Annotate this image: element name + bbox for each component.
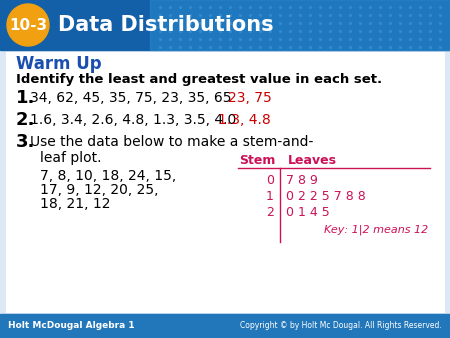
Text: 10-3: 10-3 bbox=[9, 18, 47, 32]
Text: 0: 0 bbox=[266, 173, 274, 187]
Bar bbox=[150, 0, 450, 50]
Text: 18, 21, 12: 18, 21, 12 bbox=[40, 197, 111, 211]
Text: 7, 8, 10, 18, 24, 15,: 7, 8, 10, 18, 24, 15, bbox=[40, 169, 176, 183]
Circle shape bbox=[7, 4, 49, 46]
Text: 1.: 1. bbox=[16, 89, 36, 107]
Text: Use the data below to make a stem-and-: Use the data below to make a stem-and- bbox=[30, 135, 313, 149]
Text: 34, 62, 45, 35, 75, 23, 35, 65: 34, 62, 45, 35, 75, 23, 35, 65 bbox=[30, 91, 231, 105]
Bar bbox=[0, 314, 450, 338]
Text: 23, 75: 23, 75 bbox=[228, 91, 272, 105]
Text: 0 1 4 5: 0 1 4 5 bbox=[286, 206, 330, 218]
Text: 17, 9, 12, 20, 25,: 17, 9, 12, 20, 25, bbox=[40, 183, 158, 197]
Text: Holt McDougal Algebra 1: Holt McDougal Algebra 1 bbox=[8, 321, 135, 331]
Text: 1: 1 bbox=[266, 190, 274, 202]
Text: Warm Up: Warm Up bbox=[16, 55, 102, 73]
Text: 1.6, 3.4, 2.6, 4.8, 1.3, 3.5, 4.0: 1.6, 3.4, 2.6, 4.8, 1.3, 3.5, 4.0 bbox=[30, 113, 236, 127]
Text: 0 2 2 5 7 8 8: 0 2 2 5 7 8 8 bbox=[286, 190, 366, 202]
Text: Data Distributions: Data Distributions bbox=[58, 15, 274, 35]
Bar bbox=[6, 52, 444, 312]
Text: 2: 2 bbox=[266, 206, 274, 218]
Text: Identify the least and greatest value in each set.: Identify the least and greatest value in… bbox=[16, 73, 382, 87]
Text: 7 8 9: 7 8 9 bbox=[286, 173, 318, 187]
Text: 2.: 2. bbox=[16, 111, 36, 129]
Text: Stem: Stem bbox=[239, 153, 276, 167]
Text: 1.3, 4.8: 1.3, 4.8 bbox=[218, 113, 271, 127]
Text: Leaves: Leaves bbox=[288, 153, 337, 167]
Bar bbox=[0, 0, 450, 50]
Text: Copyright © by Holt Mc Dougal. All Rights Reserved.: Copyright © by Holt Mc Dougal. All Right… bbox=[240, 321, 442, 331]
Text: Key: 1|2 means 12: Key: 1|2 means 12 bbox=[324, 225, 428, 235]
Text: 3.: 3. bbox=[16, 133, 36, 151]
Text: leaf plot.: leaf plot. bbox=[40, 151, 102, 165]
